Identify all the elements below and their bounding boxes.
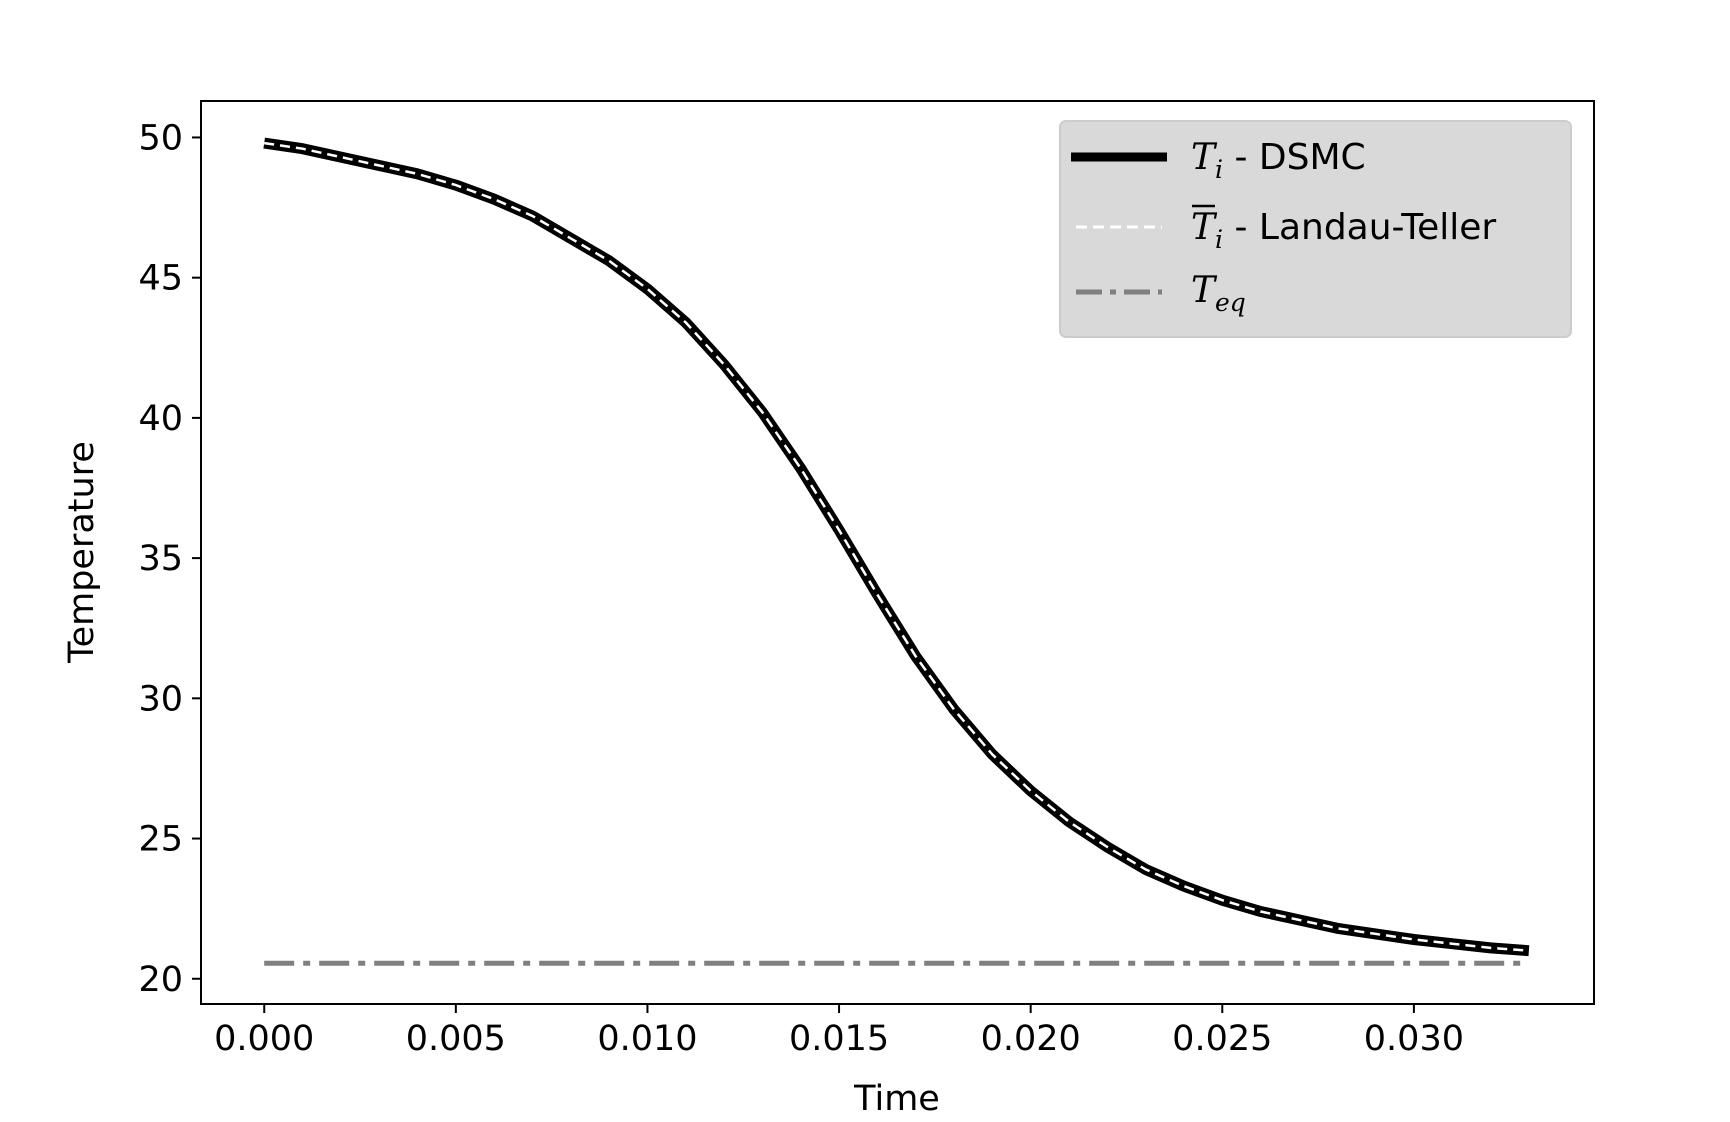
x-tick-label-2: 0.010 bbox=[597, 1019, 697, 1059]
series-line-landau-teller bbox=[264, 141, 1529, 952]
legend-label-dsmc: Ti - DSMC bbox=[1191, 137, 1366, 184]
x-axis: 0.000 0.005 0.010 0.015 0.020 0.025 0.030 bbox=[214, 1004, 1464, 1059]
legend-symbol-teq: T bbox=[1191, 270, 1218, 311]
legend-label-landau-teller: Ti - Landau-Teller bbox=[1191, 207, 1496, 254]
y-axis-label: Temperature bbox=[62, 441, 102, 664]
y-axis: 20 25 30 35 40 45 50 bbox=[138, 118, 201, 1000]
legend-text-dsmc: - DSMC bbox=[1223, 137, 1366, 178]
y-tick-label-4: 40 bbox=[138, 399, 183, 439]
legend-label-teq: Teq bbox=[1191, 270, 1246, 317]
y-tick-label-5: 45 bbox=[138, 259, 183, 299]
x-tick-label-3: 0.015 bbox=[789, 1019, 889, 1059]
legend-symbol-landau-teller: T bbox=[1191, 207, 1218, 248]
legend-sub-dsmc: i bbox=[1215, 155, 1223, 184]
x-tick-label-4: 0.020 bbox=[981, 1019, 1081, 1059]
x-tick-label-6: 0.030 bbox=[1364, 1019, 1464, 1059]
x-tick-label-5: 0.025 bbox=[1172, 1019, 1272, 1059]
y-tick-label-2: 30 bbox=[138, 679, 183, 719]
y-tick-label-0: 20 bbox=[138, 960, 183, 1000]
y-tick-label-1: 25 bbox=[138, 820, 183, 860]
legend-sub-landau-teller: i bbox=[1215, 225, 1223, 254]
legend: Ti - DSMC Ti - Landau-Teller Teq bbox=[1059, 120, 1572, 338]
series-layer bbox=[263, 137, 1530, 966]
legend-box bbox=[1059, 120, 1572, 338]
x-tick-label-1: 0.005 bbox=[406, 1019, 506, 1059]
x-tick-label-0: 0.000 bbox=[214, 1019, 314, 1059]
legend-symbol-dsmc: T bbox=[1191, 137, 1218, 178]
y-tick-label-6: 50 bbox=[138, 118, 183, 158]
y-tick-label-3: 35 bbox=[138, 539, 183, 579]
legend-text-landau-teller: - Landau-Teller bbox=[1223, 207, 1496, 248]
legend-sub-teq: eq bbox=[1215, 288, 1246, 317]
x-axis-label: Time bbox=[853, 1079, 940, 1119]
plot-frame bbox=[200, 100, 1595, 1005]
